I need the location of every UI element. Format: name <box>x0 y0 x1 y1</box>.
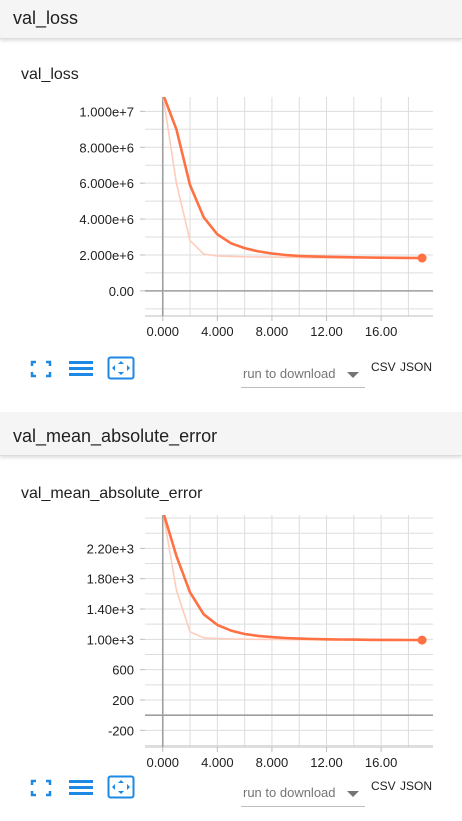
json-link[interactable]: JSON <box>400 360 433 374</box>
x-tick-label: 4.000 <box>201 755 234 770</box>
run-to-download-select[interactable]: run to download <box>241 361 365 388</box>
section-header[interactable]: val_mean_absolute_error <box>0 412 462 456</box>
x-tick-label: 4.000 <box>201 324 234 339</box>
chevron-down-icon <box>347 372 359 378</box>
fit-to-data-icon[interactable] <box>26 775 56 801</box>
section-title: val_mean_absolute_error <box>13 426 218 446</box>
select-label: run to download <box>243 366 336 381</box>
select-label: run to download <box>243 785 336 800</box>
run-to-download-select[interactable]: run to download <box>241 780 365 807</box>
y-tick-label: 2.20e+3 <box>87 541 134 556</box>
y-tick-label: 200 <box>112 693 134 708</box>
y-tick-label: 6.000e+6 <box>79 176 134 191</box>
csv-link[interactable]: CSV <box>371 779 396 793</box>
y-tick-label: 4.000e+6 <box>79 212 134 227</box>
x-tick-label: 16.00 <box>365 755 398 770</box>
y-tick-label: 0.00 <box>109 284 134 299</box>
chevron-down-icon <box>347 791 359 797</box>
csv-link[interactable]: CSV <box>371 360 396 374</box>
json-link[interactable]: JSON <box>400 779 433 793</box>
y-tick-label: 2.000e+6 <box>79 248 134 263</box>
last-point-marker <box>417 635 427 645</box>
y-tick-label: 1.00e+3 <box>87 632 134 647</box>
smoothed-series-line <box>162 97 424 260</box>
raw-series-line <box>162 515 423 641</box>
smoothed-series-line <box>162 515 424 642</box>
x-tick-label: 0.000 <box>146 324 179 339</box>
expand-chart-icon[interactable] <box>106 774 136 800</box>
chart-val-loss[interactable]: 0.000 4.000 8.000 12.00 16.00 0.00 2.000e+6 4.0… <box>0 97 462 342</box>
y-tick-label: 1.40e+3 <box>87 602 134 617</box>
y-tick-label: 1.000e+7 <box>79 104 134 119</box>
x-tick-label: 12.00 <box>310 755 343 770</box>
last-point-marker <box>417 253 427 263</box>
y-tick-label: 600 <box>112 663 134 678</box>
toggle-log-scale-icon[interactable] <box>66 775 96 801</box>
x-tick-label: 0.000 <box>146 755 179 770</box>
x-tick-label: 12.00 <box>310 324 343 339</box>
chart-val-mean-absolute-error[interactable]: 0.000 4.000 8.000 12.00 16.00 -200 200 600 1.00e… <box>0 515 462 773</box>
card-title: val_loss <box>21 66 79 83</box>
raw-series-line <box>162 97 423 259</box>
toggle-log-scale-icon[interactable] <box>66 356 96 382</box>
fit-to-data-icon[interactable] <box>26 356 56 382</box>
y-tick-label: 8.000e+6 <box>79 140 134 155</box>
x-tick-label: 16.00 <box>365 324 398 339</box>
y-tick-label: -200 <box>108 723 134 738</box>
section-header[interactable]: val_loss <box>0 0 462 39</box>
x-tick-label: 8.000 <box>256 755 289 770</box>
expand-chart-icon[interactable] <box>106 355 136 381</box>
y-tick-label: 1.80e+3 <box>87 572 134 587</box>
x-tick-label: 8.000 <box>256 324 289 339</box>
section-title: val_loss <box>13 8 79 28</box>
card-title: val_mean_absolute_error <box>21 485 203 502</box>
